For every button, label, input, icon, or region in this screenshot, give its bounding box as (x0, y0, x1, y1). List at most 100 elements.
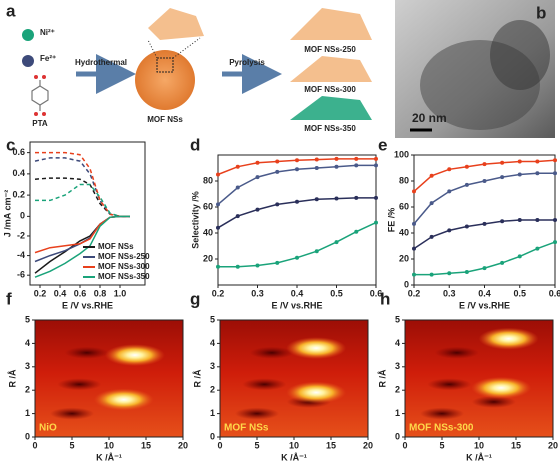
marker (314, 166, 319, 170)
marker (447, 189, 452, 194)
marker (235, 164, 240, 169)
y-tick-label: 20 (203, 253, 213, 263)
series-line (34, 215, 130, 278)
x-axis-label: K /Å⁻¹ (466, 452, 492, 462)
dark-band (249, 346, 294, 359)
marker (275, 169, 280, 174)
dark-band (420, 407, 464, 420)
marker (412, 272, 416, 277)
marker (535, 159, 540, 164)
y-tick-label: -6 (17, 270, 25, 280)
dark-band (427, 378, 472, 391)
y-tick-label: 100 (394, 149, 409, 159)
mof-ball (135, 50, 195, 110)
x-tick-label: 20 (363, 440, 373, 450)
x-tick-label: 0.5 (513, 288, 526, 298)
marker (354, 156, 359, 161)
marker (412, 189, 416, 194)
y-tick-label: 40 (399, 227, 409, 237)
marker (235, 214, 240, 219)
y-tick-label: 1 (210, 408, 215, 418)
marker (235, 264, 240, 269)
marker (216, 172, 220, 177)
x-tick-label: 5 (69, 440, 74, 450)
pta-label: PTA (32, 119, 48, 128)
map-background (220, 320, 368, 437)
x-tick-label: 0.4 (478, 288, 491, 298)
y-axis-label: R /Å (377, 369, 387, 388)
y-tick-label: 5 (395, 314, 400, 324)
marker (553, 171, 557, 176)
y-tick-label: 20 (399, 253, 409, 263)
step-label: Pyrolysis (229, 58, 265, 67)
y-tick-label: 40 (203, 227, 213, 237)
x-tick-label: 0.6 (549, 288, 560, 298)
marker (429, 234, 434, 239)
y-tick-label: 5 (25, 314, 30, 324)
y-tick-label: 2 (210, 385, 215, 395)
x-tick-label: 20 (178, 440, 188, 450)
series-line (218, 221, 377, 268)
marker (517, 254, 522, 259)
marker (482, 221, 487, 226)
marker (216, 264, 220, 269)
dark-band (235, 407, 279, 420)
marker (500, 260, 505, 265)
ni-label: Ni²⁺ (40, 28, 55, 37)
ni-icon (22, 29, 34, 41)
series-line (35, 183, 130, 218)
series-line (34, 157, 130, 218)
zoom-line (147, 39, 158, 59)
peak (286, 337, 347, 360)
marker (374, 195, 378, 200)
x-tick-label: 10 (289, 440, 299, 450)
marker (255, 207, 260, 212)
x-tick-label: 15 (326, 440, 336, 450)
marker (429, 201, 434, 206)
marker (354, 163, 359, 168)
marker (464, 224, 469, 229)
marker (482, 162, 487, 167)
map-background (35, 320, 183, 437)
marker (235, 185, 240, 190)
sample-label: NiO (39, 423, 57, 434)
y-tick-label: 1 (395, 408, 400, 418)
marker (374, 156, 378, 161)
y-tick-label: 0 (210, 431, 215, 441)
legend-label: MOF NSs-350 (98, 272, 150, 281)
x-tick-label: 0.3 (251, 288, 264, 298)
sample-label: MOF NSs-300 (409, 423, 474, 434)
marker (295, 255, 299, 260)
marker (500, 219, 505, 224)
peak (104, 344, 165, 367)
marker (216, 225, 220, 230)
marker (464, 164, 469, 169)
marker (535, 218, 540, 222)
marker (482, 179, 487, 183)
y-tick-label: 3 (25, 361, 30, 371)
marker (334, 196, 339, 201)
marker (295, 199, 299, 204)
y-tick-label: 0.2 (12, 189, 25, 199)
y-tick-label: 60 (399, 201, 409, 211)
marker (517, 159, 522, 164)
pta-icon (31, 75, 49, 116)
step-label: Hydrothermal (75, 58, 127, 67)
marker (374, 220, 378, 225)
y-tick-label: 3 (395, 361, 400, 371)
x-tick-label: 15 (511, 440, 521, 450)
panel-letter: d (190, 135, 200, 154)
marker (464, 182, 469, 187)
legend-label: MOF NSs-250 (98, 252, 150, 261)
x-tick-label: 5 (439, 440, 444, 450)
y-tick-label: -4 (17, 250, 25, 260)
flake (290, 8, 372, 40)
panel-letter: f (6, 289, 12, 308)
x-tick-label: 0.2 (408, 288, 421, 298)
marker (482, 266, 487, 271)
marker (500, 175, 505, 180)
marker (553, 240, 557, 245)
x-axis-label: E /V vs.RHE (62, 300, 113, 310)
fe-label: Fe²⁺ (40, 54, 56, 63)
y-tick-label: 0.4 (12, 168, 25, 178)
